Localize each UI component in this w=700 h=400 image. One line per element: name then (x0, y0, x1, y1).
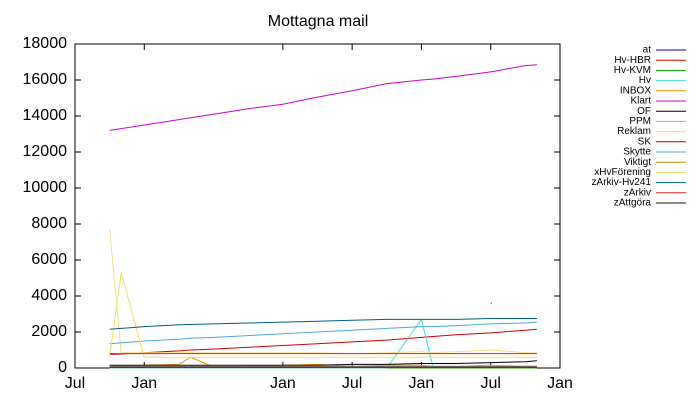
series-line (109, 328, 537, 355)
x-tick-label: Jan (131, 375, 157, 392)
legend-label: Skytte (623, 147, 651, 158)
y-tick-label: 14000 (23, 107, 68, 124)
legend-label: at (643, 45, 652, 56)
y-tick-label: 2000 (31, 323, 67, 340)
x-tick-label: Jan (270, 375, 296, 392)
legend-label: Reklam (617, 126, 651, 137)
legend-label: Viktigt (624, 157, 651, 168)
legend-label: zArkiv (624, 187, 651, 198)
legend-label: Hv-KVM (614, 65, 651, 76)
legend-label: Hv-HBR (614, 55, 651, 66)
legend-label: Klart (630, 96, 651, 107)
series-line (109, 272, 537, 358)
series-line (109, 321, 537, 345)
x-tick-label: Jan (409, 375, 435, 392)
legend-label: SK (638, 136, 652, 147)
x-tick-label: Jul (65, 375, 85, 392)
plot-frame (74, 43, 561, 369)
chart-title: Mottagna mail (268, 13, 369, 30)
legend-label: PPM (629, 116, 651, 127)
series-line (109, 64, 537, 131)
series-line (109, 318, 537, 330)
y-tick-label: 0 (58, 359, 67, 376)
series-line (109, 229, 537, 355)
y-tick-label: 8000 (31, 215, 67, 232)
legend-label: xHvFörening (594, 167, 651, 178)
x-tick-label: Jul (342, 375, 362, 392)
y-tick-label: 18000 (23, 35, 68, 52)
legend-label: OF (637, 106, 651, 117)
legend-label: zArkiv-Hv241 (592, 177, 652, 188)
y-tick-label: 12000 (23, 143, 68, 160)
y-tick-label: 16000 (23, 71, 68, 88)
legend-label: Hv (639, 75, 651, 86)
y-tick-label: 6000 (31, 251, 67, 268)
legend-label: INBOX (620, 85, 651, 96)
legend-label: zAttgöra (614, 198, 652, 209)
y-tick-label: 4000 (31, 287, 67, 304)
y-tick-label: 10000 (23, 179, 68, 196)
x-tick-label: Jan (547, 375, 573, 392)
series-line (109, 360, 537, 366)
x-tick-label: Jul (480, 375, 500, 392)
